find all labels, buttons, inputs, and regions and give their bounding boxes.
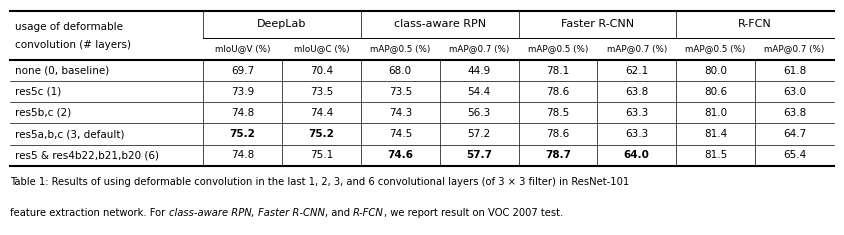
Text: 62.1: 62.1: [625, 66, 648, 76]
Text: 78.6: 78.6: [546, 129, 570, 139]
Text: 63.3: 63.3: [625, 129, 648, 139]
Text: 75.2: 75.2: [308, 129, 334, 139]
Text: 74.5: 74.5: [388, 129, 412, 139]
Text: 78.7: 78.7: [545, 150, 571, 160]
Text: 63.8: 63.8: [783, 108, 806, 118]
Text: 74.8: 74.8: [231, 150, 254, 160]
Text: 81.4: 81.4: [704, 129, 728, 139]
Text: 57.2: 57.2: [468, 129, 490, 139]
Text: 73.5: 73.5: [310, 87, 333, 97]
Text: 81.0: 81.0: [704, 108, 728, 118]
Text: 73.9: 73.9: [231, 87, 254, 97]
Text: ,: ,: [252, 208, 257, 218]
Text: mIoU@V (%): mIoU@V (%): [215, 44, 270, 53]
Text: 75.1: 75.1: [310, 150, 333, 160]
Text: 64.0: 64.0: [624, 150, 650, 160]
Text: R-FCN: R-FCN: [738, 19, 772, 29]
Text: 81.5: 81.5: [704, 150, 728, 160]
Text: usage of deformable: usage of deformable: [15, 22, 123, 32]
Text: res5a,b,c (3, default): res5a,b,c (3, default): [15, 129, 125, 139]
Text: 57.7: 57.7: [466, 150, 492, 160]
Text: res5c (1): res5c (1): [15, 87, 62, 97]
Text: 65.4: 65.4: [783, 150, 806, 160]
Text: 63.3: 63.3: [625, 108, 648, 118]
Text: 74.8: 74.8: [231, 108, 254, 118]
Text: none (0, baseline): none (0, baseline): [15, 66, 110, 76]
Text: class-aware RPN: class-aware RPN: [393, 19, 485, 29]
Text: mAP@0.5 (%): mAP@0.5 (%): [528, 44, 588, 53]
Text: 74.4: 74.4: [310, 108, 333, 118]
Text: 74.3: 74.3: [388, 108, 412, 118]
Text: 63.0: 63.0: [783, 87, 806, 97]
Text: res5 & res4b22,b21,b20 (6): res5 & res4b22,b21,b20 (6): [15, 150, 160, 160]
Text: feature extraction network. For: feature extraction network. For: [10, 208, 169, 218]
Text: 44.9: 44.9: [468, 66, 490, 76]
Text: mAP@0.5 (%): mAP@0.5 (%): [370, 44, 430, 53]
Text: , and: , and: [324, 208, 353, 218]
Text: 80.6: 80.6: [704, 87, 728, 97]
Text: Table 1: Results of using deformable convolution in the last 1, 2, 3, and 6 conv: Table 1: Results of using deformable con…: [10, 177, 630, 188]
Text: 61.8: 61.8: [783, 66, 806, 76]
Text: mIoU@C (%): mIoU@C (%): [294, 44, 349, 53]
Text: 73.5: 73.5: [388, 87, 412, 97]
Text: mAP@0.7 (%): mAP@0.7 (%): [449, 44, 509, 53]
Text: R-FCN: R-FCN: [353, 208, 384, 218]
Text: 78.6: 78.6: [546, 87, 570, 97]
Text: , we report result on VOC 2007 test.: , we report result on VOC 2007 test.: [384, 208, 563, 218]
Text: 63.8: 63.8: [625, 87, 648, 97]
Text: 78.1: 78.1: [546, 66, 570, 76]
Text: class-aware RPN: class-aware RPN: [169, 208, 252, 218]
Text: 80.0: 80.0: [704, 66, 728, 76]
Text: 74.6: 74.6: [387, 150, 414, 160]
Text: 69.7: 69.7: [231, 66, 254, 76]
Text: 68.0: 68.0: [389, 66, 412, 76]
Text: 54.4: 54.4: [468, 87, 490, 97]
Text: Faster R-CNN: Faster R-CNN: [560, 19, 634, 29]
Text: Faster R-CNN: Faster R-CNN: [257, 208, 324, 218]
Text: 78.5: 78.5: [546, 108, 570, 118]
Text: convolution (# layers): convolution (# layers): [15, 40, 131, 50]
Text: 75.2: 75.2: [230, 129, 256, 139]
Text: mAP@0.7 (%): mAP@0.7 (%): [607, 44, 667, 53]
Text: 56.3: 56.3: [468, 108, 490, 118]
Text: mAP@0.7 (%): mAP@0.7 (%): [765, 44, 825, 53]
Text: 64.7: 64.7: [783, 129, 806, 139]
Text: mAP@0.5 (%): mAP@0.5 (%): [685, 44, 746, 53]
Text: res5b,c (2): res5b,c (2): [15, 108, 72, 118]
Text: 70.4: 70.4: [310, 66, 333, 76]
Text: DeepLab: DeepLab: [257, 19, 306, 29]
